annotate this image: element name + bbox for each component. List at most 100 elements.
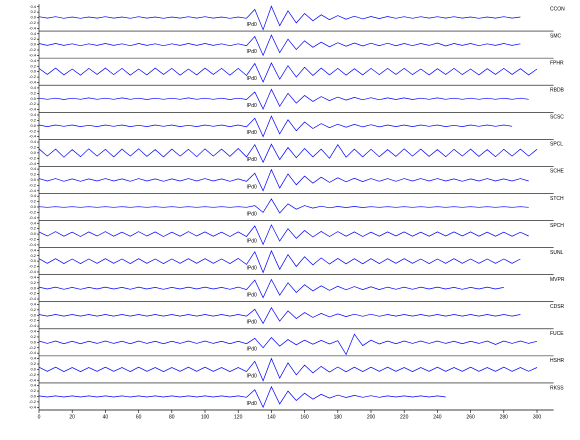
y-tick-label: 0.2 xyxy=(30,63,36,68)
trace xyxy=(38,115,513,138)
station-name: STCH xyxy=(550,196,564,202)
y-tick-label: -0.4 xyxy=(29,323,37,328)
pick-label: IPd0 xyxy=(247,76,258,82)
x-tick-label: 220 xyxy=(400,414,409,420)
y-tick-label: -0.4 xyxy=(29,161,37,166)
pick-label: IPd0 xyxy=(247,130,258,136)
y-tick-label: -0.2 xyxy=(29,182,37,187)
y-tick-label: -0.4 xyxy=(29,215,37,220)
y-tick-label: 0.0 xyxy=(30,366,36,371)
x-tick-label: 300 xyxy=(533,414,542,420)
x-tick-label: 80 xyxy=(169,414,175,420)
y-tick-label: 0.0 xyxy=(30,285,36,290)
trace xyxy=(38,34,521,57)
trace xyxy=(38,278,504,299)
y-tick-label: 0.4 xyxy=(30,112,36,117)
y-tick-label: 0.0 xyxy=(30,231,36,236)
y-tick-label: 0.4 xyxy=(30,193,36,198)
y-tick-label: 0.4 xyxy=(30,31,36,36)
station-name: SUNL xyxy=(550,250,564,256)
trace xyxy=(38,249,521,274)
y-tick-label: 0.0 xyxy=(30,312,36,317)
trace xyxy=(38,88,529,110)
y-tick-label: -0.2 xyxy=(29,155,37,160)
trace xyxy=(38,357,538,382)
trace xyxy=(38,143,538,164)
x-tick-label: 100 xyxy=(201,414,210,420)
station-name: SMC xyxy=(550,33,562,39)
y-tick-label: -0.2 xyxy=(29,291,37,296)
y-tick-label: 0.2 xyxy=(30,36,36,41)
y-tick-label: -0.2 xyxy=(29,20,37,25)
y-tick-label: -0.4 xyxy=(29,80,37,85)
pick-label: IPd0 xyxy=(247,347,258,353)
pick-label: IPd0 xyxy=(247,320,258,326)
y-tick-label: -0.4 xyxy=(29,242,37,247)
pick-label: IPd0 xyxy=(247,184,258,190)
y-tick-label: 0.2 xyxy=(30,280,36,285)
pick-label: IPd0 xyxy=(247,265,258,271)
pick-label: IPd0 xyxy=(247,157,258,163)
y-tick-label: 0.4 xyxy=(30,85,36,90)
y-tick-label: 0.4 xyxy=(30,274,36,279)
y-tick-label: 0.4 xyxy=(30,166,36,171)
pick-label: IPd0 xyxy=(247,401,258,407)
x-tick-label: 20 xyxy=(69,414,75,420)
y-tick-label: 0.4 xyxy=(30,58,36,63)
y-tick-label: -0.4 xyxy=(29,377,37,382)
y-tick-label: -0.2 xyxy=(29,128,37,133)
pick-label: IPd0 xyxy=(247,293,258,299)
y-tick-label: 0.0 xyxy=(30,69,36,74)
station-name: SCSC xyxy=(550,115,564,121)
y-tick-label: 0.0 xyxy=(30,204,36,209)
pick-label: IPd0 xyxy=(247,238,258,244)
y-tick-label: 0.2 xyxy=(30,199,36,204)
x-tick-label: 200 xyxy=(367,414,376,420)
y-tick-label: 0.0 xyxy=(30,96,36,101)
pick-label: IPd0 xyxy=(247,22,258,28)
x-tick-label: 280 xyxy=(500,414,509,420)
y-tick-label: -0.4 xyxy=(29,52,37,57)
pick-label: IPd0 xyxy=(247,49,258,55)
x-tick-label: 260 xyxy=(466,414,475,420)
y-tick-label: -0.4 xyxy=(29,350,37,355)
station-name: FPHR xyxy=(550,60,564,66)
y-tick-label: 0.4 xyxy=(30,247,36,252)
y-tick-label: 0.2 xyxy=(30,145,36,150)
y-tick-label: 0.0 xyxy=(30,339,36,344)
y-tick-label: -0.2 xyxy=(29,318,37,323)
pick-label: IPd0 xyxy=(247,374,258,380)
y-tick-label: 0.2 xyxy=(30,361,36,366)
y-tick-label: -0.2 xyxy=(29,399,37,404)
y-tick-label: 0.2 xyxy=(30,90,36,95)
trace xyxy=(38,5,521,31)
station-name: SCHE xyxy=(550,169,565,175)
y-tick-label: 0.2 xyxy=(30,307,36,312)
y-tick-label: -0.2 xyxy=(29,345,37,350)
y-tick-label: -0.4 xyxy=(29,188,37,193)
y-tick-label: 0.4 xyxy=(30,356,36,361)
y-tick-label: 0.4 xyxy=(30,329,36,334)
y-tick-label: 0.2 xyxy=(30,9,36,14)
pick-label: IPd0 xyxy=(247,211,258,217)
x-tick-label: 40 xyxy=(103,414,109,420)
trace xyxy=(38,385,446,409)
trace xyxy=(38,333,538,356)
trace xyxy=(38,198,529,214)
y-tick-label: -0.2 xyxy=(29,237,37,242)
trace xyxy=(38,306,521,325)
y-tick-label: 0.2 xyxy=(30,226,36,231)
y-tick-label: -0.2 xyxy=(29,74,37,79)
y-tick-label: 0.0 xyxy=(30,42,36,47)
station-name: CDSR xyxy=(550,304,565,310)
y-tick-label: -0.2 xyxy=(29,209,37,214)
y-tick-label: -0.4 xyxy=(29,269,37,274)
x-tick-label: 240 xyxy=(433,414,442,420)
y-tick-label: 0.4 xyxy=(30,4,36,9)
y-tick-label: 0.2 xyxy=(30,388,36,393)
y-tick-label: 0.2 xyxy=(30,172,36,177)
y-tick-label: -0.4 xyxy=(29,404,37,409)
y-tick-label: -0.2 xyxy=(29,47,37,52)
y-tick-label: 0.4 xyxy=(30,220,36,225)
x-tick-label: 140 xyxy=(267,414,276,420)
